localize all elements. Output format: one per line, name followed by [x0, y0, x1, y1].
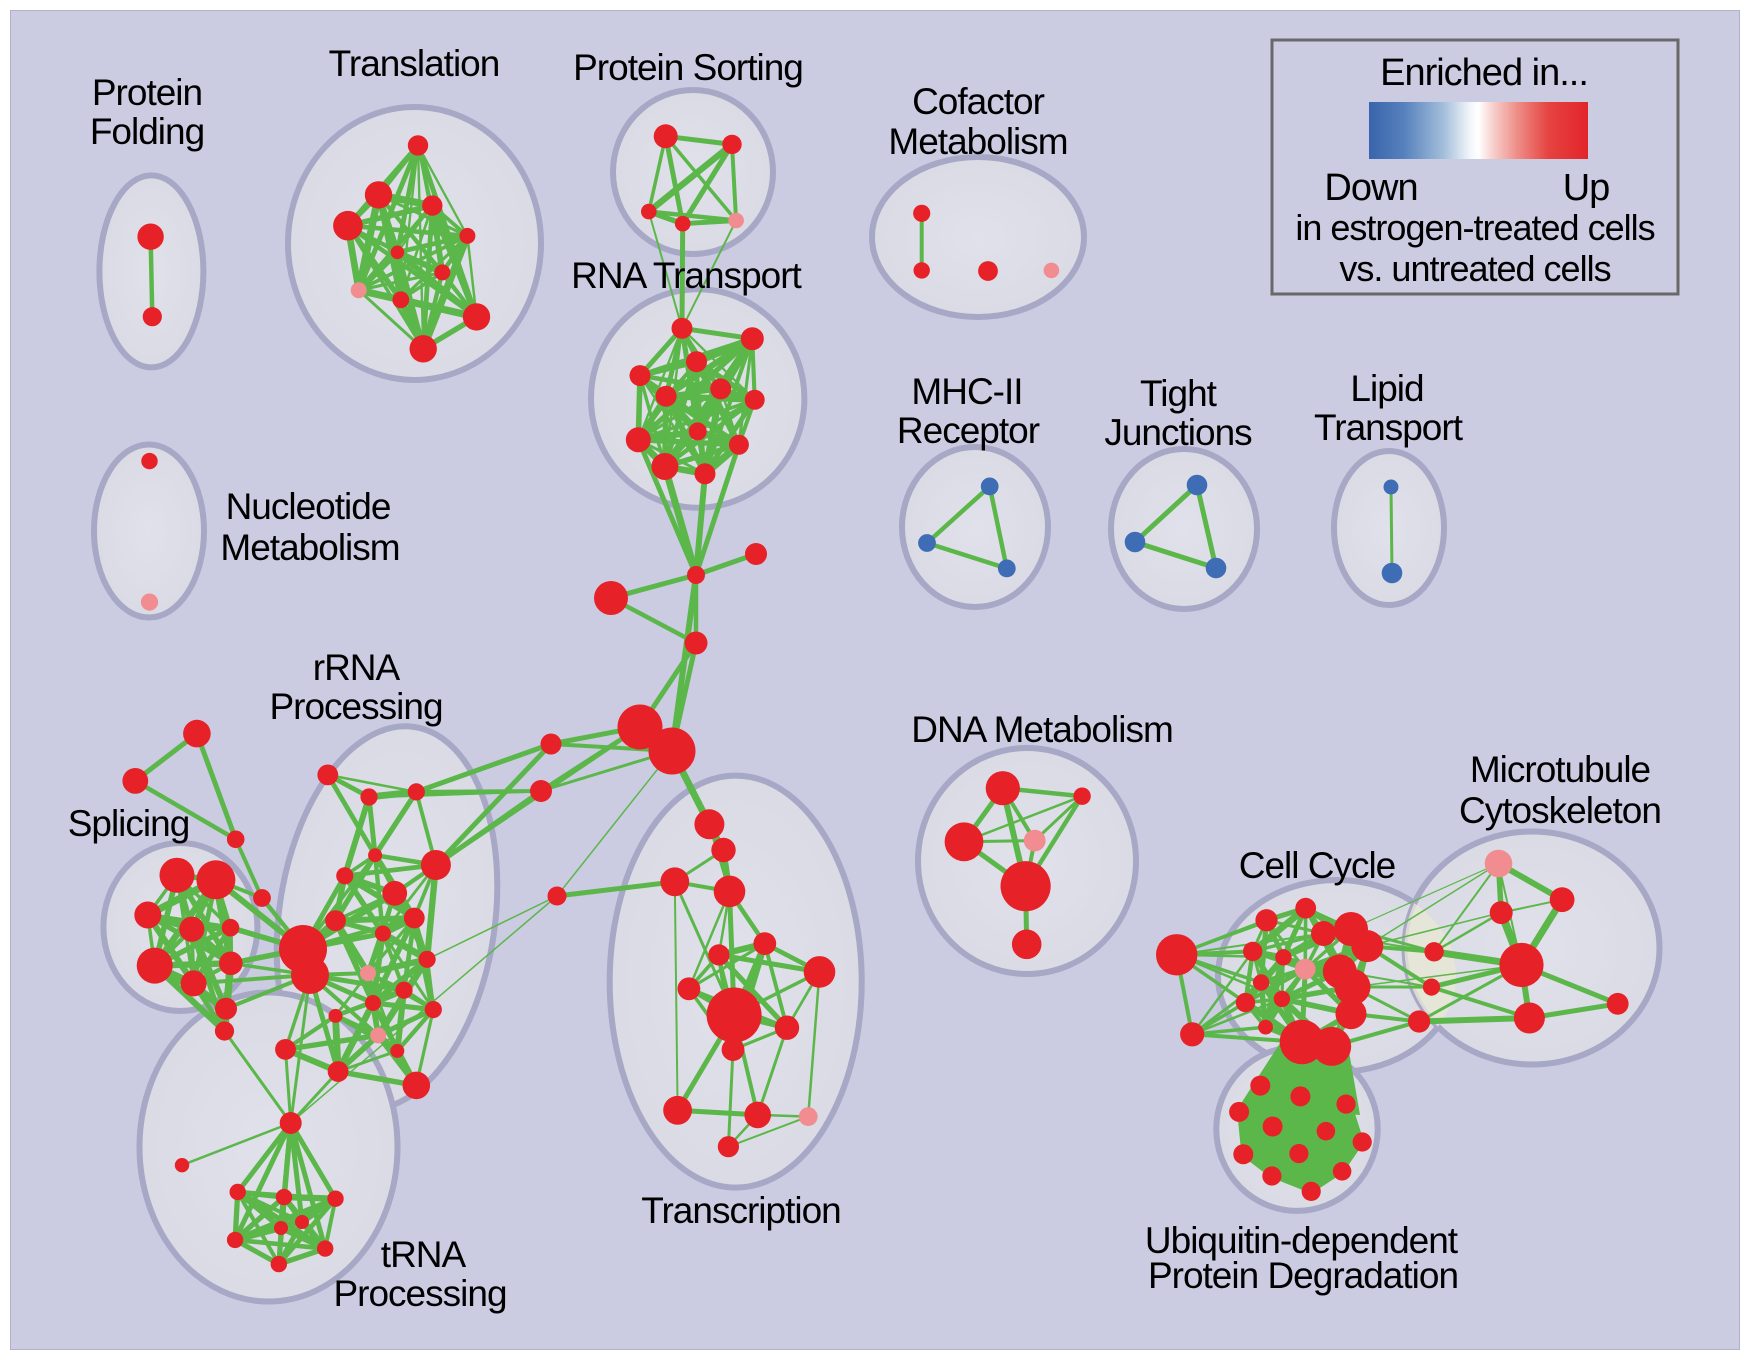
svg-text:Down: Down	[1324, 167, 1417, 209]
svg-text:Ubiquitin-dependent: Ubiquitin-dependent	[1145, 1220, 1459, 1261]
svg-text:Microtubule: Microtubule	[1470, 749, 1650, 790]
svg-text:Nucleotide: Nucleotide	[226, 486, 391, 527]
svg-text:Up: Up	[1563, 167, 1610, 209]
svg-text:rRNA: rRNA	[313, 647, 401, 688]
svg-text:Processing: Processing	[333, 1273, 506, 1314]
svg-text:Folding: Folding	[90, 111, 204, 152]
svg-text:Processing: Processing	[269, 686, 442, 727]
svg-text:Cofactor: Cofactor	[912, 81, 1045, 122]
svg-text:DNA Metabolism: DNA Metabolism	[911, 709, 1173, 750]
svg-text:Protein Sorting: Protein Sorting	[573, 47, 803, 88]
svg-text:in estrogen-treated cells: in estrogen-treated cells	[1295, 207, 1654, 248]
svg-text:Metabolism: Metabolism	[888, 121, 1067, 162]
svg-text:Translation: Translation	[329, 43, 500, 84]
svg-text:Lipid: Lipid	[1350, 368, 1423, 409]
svg-text:vs. untreated cells: vs. untreated cells	[1339, 248, 1610, 289]
svg-text:Metabolism: Metabolism	[220, 527, 399, 568]
svg-text:Tight: Tight	[1140, 373, 1218, 414]
svg-text:Receptor: Receptor	[897, 410, 1040, 451]
svg-text:Junctions: Junctions	[1104, 412, 1252, 453]
svg-text:Transcription: Transcription	[641, 1190, 840, 1231]
svg-text:Cell Cycle: Cell Cycle	[1239, 845, 1396, 886]
svg-text:Splicing: Splicing	[68, 803, 190, 844]
svg-text:Protein Degradation: Protein Degradation	[1148, 1255, 1458, 1296]
svg-text:MHC-II: MHC-II	[911, 371, 1022, 412]
svg-text:Protein: Protein	[92, 72, 202, 113]
svg-text:Transport: Transport	[1314, 407, 1464, 448]
svg-text:tRNA: tRNA	[381, 1234, 467, 1275]
svg-text:RNA Transport: RNA Transport	[571, 255, 802, 296]
svg-text:Enriched in...: Enriched in...	[1380, 52, 1588, 94]
svg-text:Cytoskeleton: Cytoskeleton	[1459, 790, 1661, 831]
